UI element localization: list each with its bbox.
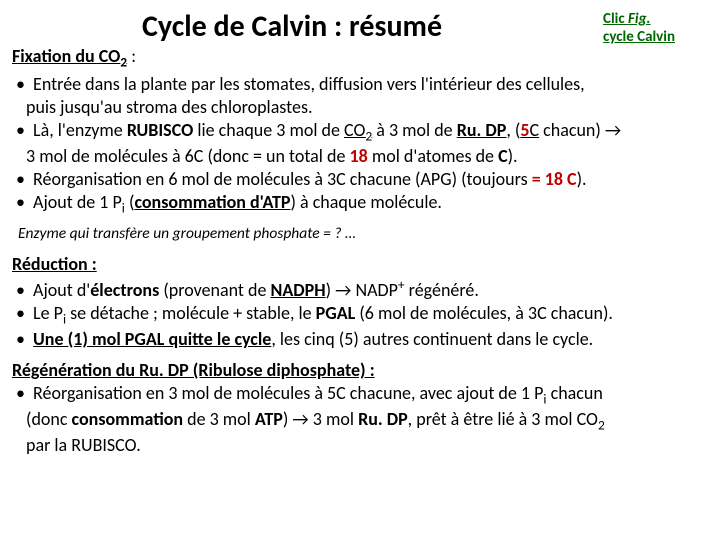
clic-fig-link[interactable]: Clic Fig. cycle Calvin bbox=[603, 10, 675, 46]
list-item-cont: 3 mol de molécules à 6C (donc = un total… bbox=[12, 145, 708, 168]
fixation-heading: Fixation du CO2 : bbox=[12, 45, 708, 71]
fixation-section: Fixation du CO2 : Entrée dans la plante … bbox=[12, 45, 708, 216]
clic-fig: Fig. bbox=[628, 10, 651, 28]
reduction-heading: Réduction : bbox=[12, 253, 708, 275]
clic-cycle: cycle Calvin bbox=[603, 28, 675, 46]
list-item: Réorganisation en 3 mol de molécules à 5… bbox=[14, 382, 708, 408]
enzyme-note: Enzyme qui transfère un groupement phosp… bbox=[18, 224, 708, 243]
list-item: Ajout d'électrons (provenant de NADPH) →… bbox=[14, 276, 708, 302]
reduction-section: Réduction : Ajout d'électrons (provenant… bbox=[12, 253, 708, 351]
list-item: Une (1) mol PGAL quitte le cycle, les ci… bbox=[14, 328, 708, 351]
regen-heading: Régénération du Ru. DP (Ribulose diphosp… bbox=[12, 359, 708, 381]
list-item-cont: puis jusqu'au stroma des chloroplastes. bbox=[12, 96, 708, 119]
list-item: Ajout de 1 Pi (consommation d'ATP) à cha… bbox=[14, 191, 708, 217]
page-title: Cycle de Calvin : résumé bbox=[142, 8, 442, 45]
list-item: Réorganisation en 6 mol de molécules à 3… bbox=[14, 168, 708, 191]
clic-text: Clic bbox=[603, 10, 628, 28]
fixation-list: Entrée dans la plante par les stomates, … bbox=[12, 73, 708, 96]
regen-section: Régénération du Ru. DP (Ribulose diphosp… bbox=[12, 359, 708, 457]
list-item-cont: (donc consommation de 3 mol ATP) → 3 mol… bbox=[12, 408, 708, 434]
list-item-cont: par la RUBISCO. bbox=[12, 434, 708, 457]
list-item: Entrée dans la plante par les stomates, … bbox=[14, 73, 708, 96]
list-item: Là, l'enzyme RUBISCO lie chaque 3 mol de… bbox=[14, 119, 708, 145]
list-item: Le Pi se détache ; molécule + stable, le… bbox=[14, 302, 708, 328]
